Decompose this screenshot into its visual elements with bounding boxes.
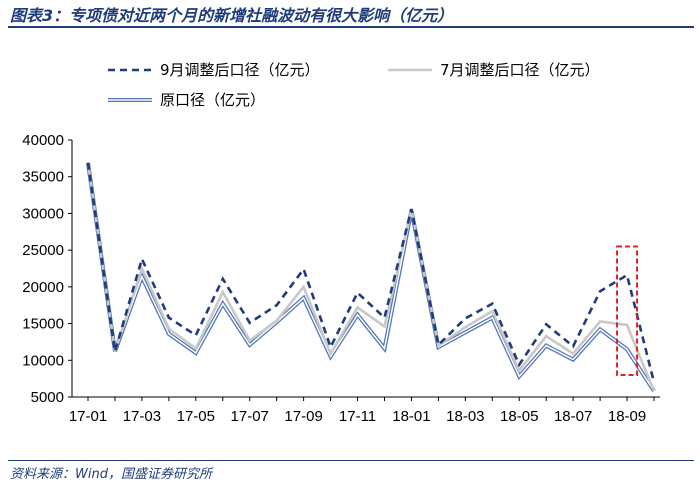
x-tick-label: 17-05 xyxy=(177,408,215,425)
y-tick-label: 20000 xyxy=(22,279,64,296)
series-line-sep-adjusted xyxy=(86,162,656,383)
x-tick-label: 18-05 xyxy=(500,408,538,425)
legend-label: 原口径（亿元） xyxy=(160,91,265,109)
highlight-box xyxy=(616,245,639,376)
x-tick-label: 17-11 xyxy=(339,408,376,425)
x-tick-label: 18-03 xyxy=(446,408,484,425)
legend-label: 7月调整后口径（亿元） xyxy=(440,61,600,79)
title-rule xyxy=(8,26,694,28)
legend-label: 9月调整后口径（亿元） xyxy=(160,61,320,79)
annotation-layer xyxy=(616,245,639,376)
axes: 5000 10000 15000 20000 25000 30000 35000 40000 1… xyxy=(22,132,660,425)
x-tick-label: 17-03 xyxy=(123,408,161,425)
series-line-original-inner xyxy=(87,162,655,392)
series-layer xyxy=(86,162,656,393)
x-tick-label: 17-07 xyxy=(231,408,269,425)
y-tick-label: 5000 xyxy=(31,389,64,406)
y-tick-label: 30000 xyxy=(22,205,64,222)
y-tick-label: 10000 xyxy=(22,352,64,369)
x-tick-label: 18-09 xyxy=(608,408,646,425)
y-tick-label: 35000 xyxy=(22,169,64,186)
y-tick-label: 40000 xyxy=(22,132,64,149)
x-tick-label: 18-01 xyxy=(392,408,430,425)
x-tick-label: 18-07 xyxy=(554,408,592,425)
source-note: 资料来源：Wind，国盛证券研究所 xyxy=(10,467,212,482)
chart-title: 图表3：专项债对近两个月的新增社融波动有很大影响（亿元） xyxy=(10,6,454,25)
source-rule xyxy=(8,460,694,461)
series-line-jul-adjusted xyxy=(86,162,656,392)
y-tick-label: 25000 xyxy=(22,242,64,259)
x-tick-label: 17-09 xyxy=(284,408,322,425)
y-tick-label: 15000 xyxy=(22,316,64,333)
legend: 9月调整后口径（亿元） 7月调整后口径（亿元） 原口径（亿元） xyxy=(108,61,600,109)
x-tick-label: 17-01 xyxy=(69,408,107,425)
